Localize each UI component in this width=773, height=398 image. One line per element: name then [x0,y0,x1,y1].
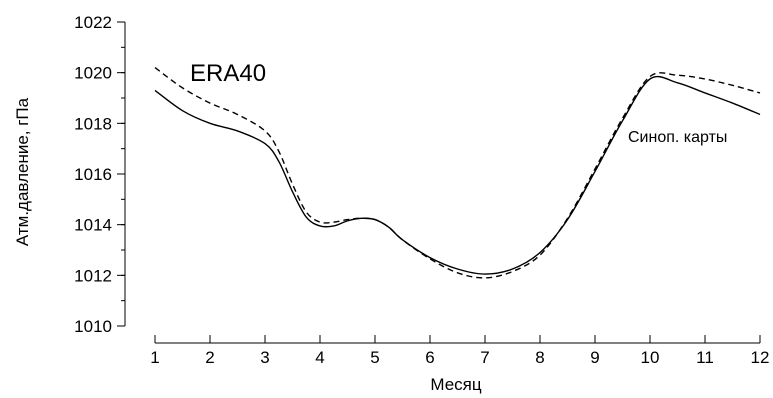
annotation-synoptic-maps: Синоп. карты [628,129,727,146]
y-tick-label: 1016 [74,165,112,184]
x-tick-label: 9 [590,348,599,367]
y-tick-label: 1010 [74,317,112,336]
y-axis-label: Атм.давление, гПа [13,97,32,246]
x-tick-label: 11 [696,348,714,367]
series-line-synoptic-maps [154,75,761,275]
y-tick-label: 1012 [74,266,112,285]
x-tick-label: 2 [205,348,214,367]
series-line-era40 [154,67,761,279]
x-tick-label: 4 [315,348,324,367]
x-tick-label: 6 [425,348,434,367]
x-tick-label: 10 [641,348,660,367]
y-tick-label: 1014 [74,216,112,235]
series-layer [154,67,761,279]
y-tick-label: 1018 [74,114,112,133]
x-tick-label: 3 [260,348,269,367]
x-tick-label: 5 [370,348,379,367]
x-axis-label: Месяц [430,375,482,394]
x-tick-label: 1 [150,348,159,367]
y-tick-label: 1022 [74,13,112,32]
x-tick-label: 12 [751,348,770,367]
x-tick-label: 7 [480,348,489,367]
y-tick-label: 1020 [74,64,112,83]
annotation-era40: ERA40 [190,60,266,87]
x-tick-label: 8 [535,348,544,367]
